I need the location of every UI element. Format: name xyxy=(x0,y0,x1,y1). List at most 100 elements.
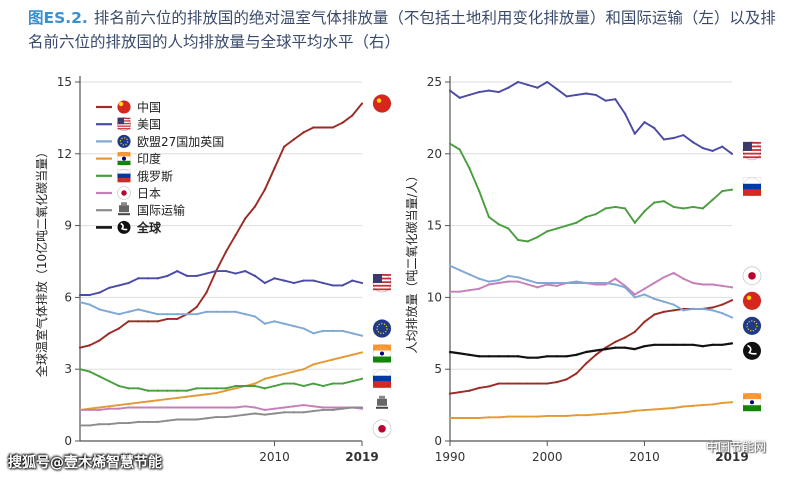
globe-icon-disc xyxy=(743,341,761,360)
left-point-india xyxy=(166,398,169,401)
right-point-china xyxy=(672,309,675,312)
left-point-usa xyxy=(185,274,189,277)
left-point-russia xyxy=(224,387,227,390)
right-point-china xyxy=(653,313,656,316)
left-point-eu27uk xyxy=(302,327,305,330)
right-point-russia xyxy=(672,205,675,209)
legend-label-russia: 俄罗斯 xyxy=(137,169,173,183)
right-point-russia xyxy=(585,215,588,219)
right-point-world xyxy=(497,355,500,358)
right-point-japan xyxy=(468,289,471,292)
left-point-russia xyxy=(146,389,150,392)
right-point-china xyxy=(516,382,520,385)
right-point-russia xyxy=(614,205,617,209)
right-point-china xyxy=(526,382,529,385)
left-point-india xyxy=(176,396,179,400)
left-point-eu27uk xyxy=(127,310,130,313)
left-point-russia xyxy=(205,387,208,390)
right-point-usa xyxy=(633,132,636,135)
right-point-world xyxy=(507,355,510,358)
legend-label-eu27uk: 欧盟27国加英国 xyxy=(137,135,224,149)
right-point-china xyxy=(555,381,559,384)
russia-flag-icon xyxy=(117,169,131,183)
left-point-china xyxy=(292,138,296,141)
eu-flag-stars xyxy=(376,322,388,335)
left-point-japan xyxy=(244,405,247,408)
ship-icon-body xyxy=(119,205,129,213)
right-point-japan xyxy=(487,283,490,286)
left-y-tick-label: 0 xyxy=(64,434,72,448)
india-flag-wheel xyxy=(750,400,754,405)
japan-flag-outline xyxy=(117,186,131,200)
right-point-eu27uk xyxy=(653,297,656,300)
usa-flag-stripe xyxy=(117,125,131,127)
right-point-china xyxy=(662,310,666,313)
left-point-eu27uk xyxy=(205,310,208,313)
right-point-russia xyxy=(497,223,500,226)
china-flag-icon xyxy=(372,94,392,113)
right-point-usa xyxy=(468,93,471,97)
right-point-eu27uk xyxy=(614,283,617,286)
right-point-india xyxy=(516,415,520,418)
right-point-world xyxy=(614,346,617,349)
right-point-world xyxy=(730,342,734,345)
right-point-eu27uk xyxy=(487,280,490,283)
right-point-japan xyxy=(643,287,646,290)
right-point-russia xyxy=(643,210,646,213)
right-point-india xyxy=(546,414,549,417)
right-point-eu27uk xyxy=(448,264,452,267)
left-point-china xyxy=(88,344,91,347)
right-point-russia xyxy=(487,215,490,219)
right-point-world xyxy=(692,343,695,346)
left-point-intl xyxy=(195,418,198,421)
india-flag-green xyxy=(373,356,391,363)
left-point-india xyxy=(108,405,111,408)
left-point-india xyxy=(234,387,237,390)
left-point-japan xyxy=(292,405,296,408)
right-point-eu27uk xyxy=(730,316,734,319)
right-point-india xyxy=(633,409,636,412)
left-point-india xyxy=(302,368,305,371)
left-point-japan xyxy=(137,406,140,409)
left-point-eu27uk xyxy=(176,313,179,316)
left-point-china xyxy=(98,339,101,342)
left-point-eu27uk xyxy=(117,313,120,316)
left-point-usa xyxy=(283,279,286,282)
right-point-usa xyxy=(585,92,588,95)
left-point-eu27uk xyxy=(312,332,315,335)
left-point-usa xyxy=(263,281,266,285)
left-point-russia xyxy=(195,387,198,390)
india-flag-saffron xyxy=(117,152,131,157)
left-point-japan xyxy=(117,407,120,410)
right-point-india xyxy=(643,409,646,412)
left-y-tick-label: 12 xyxy=(57,147,72,161)
left-point-usa xyxy=(215,269,218,273)
right-point-china xyxy=(633,330,636,333)
right-point-usa xyxy=(507,86,510,89)
left-point-russia xyxy=(78,368,82,371)
left-point-usa xyxy=(166,274,169,277)
left-point-russia xyxy=(273,384,276,388)
right-point-japan xyxy=(721,284,724,288)
legend-label-intl: 国际运输 xyxy=(137,203,185,218)
left-point-eu27uk xyxy=(108,310,111,313)
left-series-china xyxy=(79,102,363,349)
left-point-intl xyxy=(108,423,111,426)
left-point-japan xyxy=(302,404,305,407)
left-point-china xyxy=(108,332,111,335)
left-point-china xyxy=(273,167,276,170)
left-point-china xyxy=(322,126,325,129)
left-point-russia xyxy=(166,389,169,392)
left-point-intl xyxy=(273,412,276,415)
right-point-eu27uk xyxy=(711,309,714,312)
eu-flag-icon xyxy=(117,134,131,149)
right-point-india xyxy=(448,416,452,420)
figure-tag: 图ES.2. xyxy=(28,9,88,27)
china-flag-icon xyxy=(117,100,131,114)
left-point-intl xyxy=(78,424,82,427)
left-point-usa xyxy=(88,293,91,297)
right-point-china xyxy=(623,336,627,339)
left-point-japan xyxy=(78,408,82,411)
usa-flag-stripe xyxy=(743,156,761,159)
right-y-axis-label: 人均排放量（吨二氧化碳当量/人） xyxy=(404,169,419,353)
